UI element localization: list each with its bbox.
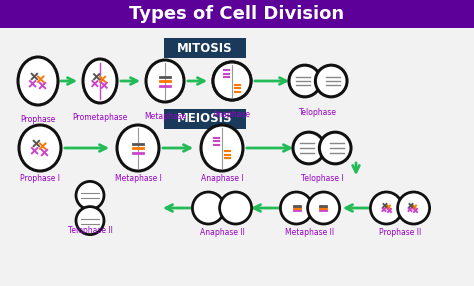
Circle shape — [192, 192, 224, 224]
Ellipse shape — [213, 62, 251, 100]
Ellipse shape — [146, 60, 184, 102]
FancyBboxPatch shape — [0, 0, 474, 28]
Circle shape — [293, 132, 325, 164]
Circle shape — [76, 206, 104, 235]
Text: Types of Cell Division: Types of Cell Division — [129, 5, 345, 23]
Text: Prometaphase: Prometaphase — [73, 113, 128, 122]
Circle shape — [308, 192, 339, 224]
Text: MEIOSIS: MEIOSIS — [177, 112, 233, 126]
Text: Anaphase: Anaphase — [213, 110, 251, 119]
Text: Prophase I: Prophase I — [20, 174, 60, 183]
Text: Metaphase I: Metaphase I — [115, 174, 162, 183]
Circle shape — [219, 192, 252, 224]
Text: Metaphase II: Metaphase II — [285, 228, 335, 237]
Ellipse shape — [83, 59, 117, 103]
FancyBboxPatch shape — [164, 109, 246, 129]
Text: Telophase: Telophase — [299, 108, 337, 117]
Ellipse shape — [213, 62, 251, 100]
Text: MITOSIS: MITOSIS — [177, 41, 233, 55]
Circle shape — [315, 65, 347, 97]
Circle shape — [370, 192, 402, 224]
Circle shape — [281, 192, 312, 224]
Circle shape — [398, 192, 429, 224]
Circle shape — [319, 132, 351, 164]
FancyBboxPatch shape — [164, 38, 246, 58]
Text: Metaphase: Metaphase — [144, 112, 186, 121]
Circle shape — [76, 181, 104, 209]
Text: Anaphase I: Anaphase I — [201, 174, 243, 183]
Text: Telophase II: Telophase II — [68, 226, 112, 235]
Ellipse shape — [117, 125, 159, 171]
Text: Telophase I: Telophase I — [301, 174, 343, 183]
Text: Anaphase II: Anaphase II — [200, 228, 245, 237]
Text: Prophase: Prophase — [20, 115, 55, 124]
Circle shape — [289, 65, 320, 97]
Text: Prophase II: Prophase II — [379, 228, 421, 237]
Ellipse shape — [18, 57, 58, 105]
Ellipse shape — [19, 125, 61, 171]
Ellipse shape — [201, 125, 243, 171]
